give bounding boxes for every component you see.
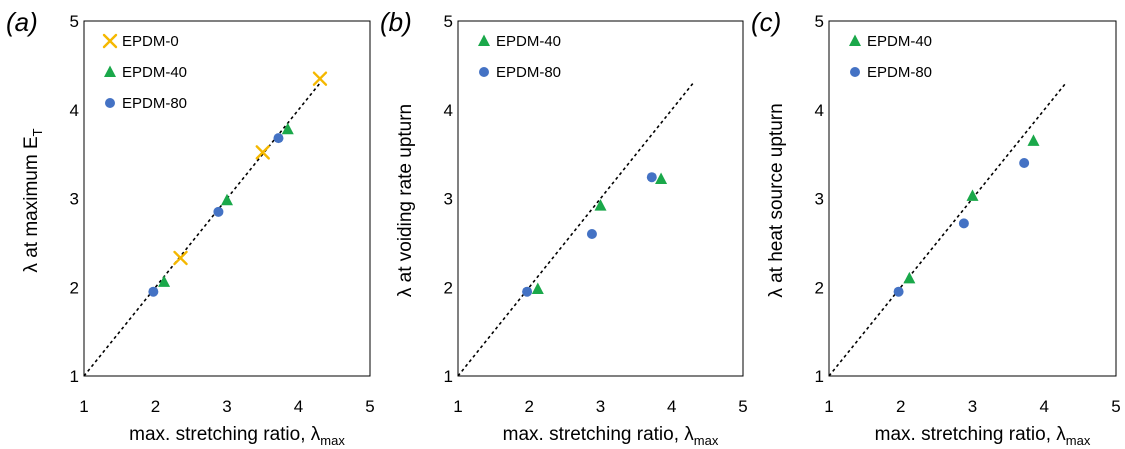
panel-label: (a) <box>6 7 38 37</box>
data-point-epdm-0 <box>255 145 270 160</box>
y-tick-label: 2 <box>70 278 79 297</box>
legend-label: EPDM-80 <box>496 64 561 81</box>
x-tick-label: 4 <box>1040 397 1049 416</box>
y-tick-label: 5 <box>815 12 824 31</box>
y-tick-label: 3 <box>815 190 824 209</box>
data-point-epdm-80 <box>522 286 533 297</box>
legend-label: EPDM-40 <box>867 33 932 50</box>
legend-marker <box>105 98 115 108</box>
x-tick-label: 3 <box>222 397 231 416</box>
legend-label: EPDM-40 <box>122 64 187 81</box>
panel-label: (c) <box>751 7 781 37</box>
x-tick-label: 4 <box>667 397 676 416</box>
x-axis-title: max. stretching ratio, λmax <box>503 424 719 448</box>
x-tick-label: 2 <box>525 397 534 416</box>
data-point-epdm-40 <box>281 122 294 135</box>
x-tick-label: 2 <box>896 397 905 416</box>
data-point-epdm-80 <box>646 172 657 183</box>
data-point-epdm-80 <box>893 286 904 297</box>
data-point-epdm-0 <box>173 250 188 266</box>
x-tick-label: 3 <box>596 397 605 416</box>
y-tick-label: 4 <box>444 101 453 120</box>
reference-line <box>828 82 1067 377</box>
y-tick-label: 4 <box>815 101 824 120</box>
x-tick-label: 5 <box>1111 397 1120 416</box>
panel-3: (c) 1 2 3 4 5 1 2 3 4 5 max. stretching ratio, λmax… <box>751 7 1121 448</box>
data-point-epdm-80 <box>586 229 597 239</box>
data-point-epdm-80 <box>213 206 224 217</box>
x-tick-label: 1 <box>824 397 833 416</box>
data-point-epdm-0 <box>312 71 328 86</box>
data-point-epdm-40 <box>966 189 979 201</box>
x-tick-label: 5 <box>365 397 374 416</box>
legend-marker <box>479 67 489 77</box>
panel-label: (b) <box>380 7 412 37</box>
data-point-epdm-40 <box>221 193 233 206</box>
data-point-epdm-80 <box>1019 158 1030 168</box>
legend-label: EPDM-80 <box>122 95 187 112</box>
y-tick-label: 2 <box>444 278 453 297</box>
x-tick-label: 2 <box>151 397 160 416</box>
x-tick-label: 1 <box>79 397 88 416</box>
legend-marker <box>478 34 490 46</box>
x-tick-label: 1 <box>453 397 462 416</box>
plot-area <box>828 20 1117 377</box>
data-point-epdm-80 <box>273 133 284 144</box>
data-point-epdm-80 <box>148 286 159 297</box>
data-point-epdm-40 <box>158 275 171 287</box>
legend-label: EPDM-80 <box>867 64 932 81</box>
y-tick-label: 2 <box>815 278 824 297</box>
y-tick-label: 3 <box>444 190 453 209</box>
data-point-epdm-40 <box>531 282 544 295</box>
reference-line <box>83 82 321 377</box>
data-point-epdm-80 <box>958 218 969 229</box>
legend-marker <box>850 67 860 77</box>
plot-area <box>83 20 371 377</box>
data-point-epdm-40 <box>594 199 607 211</box>
panel-2: (b) 1 2 3 4 5 1 2 3 4 5 max. stretching ratio, λmax… <box>380 7 748 448</box>
legend-marker <box>102 33 118 49</box>
legend-marker <box>104 65 116 77</box>
y-axis-title: λ at maximum ET <box>21 128 45 272</box>
legend-marker <box>849 34 861 46</box>
data-point-epdm-40 <box>1027 134 1040 146</box>
y-tick-label: 1 <box>70 367 79 386</box>
reference-line <box>457 82 694 377</box>
legend-label: EPDM-0 <box>122 33 179 50</box>
y-tick-label: 5 <box>444 12 453 31</box>
y-tick-label: 1 <box>444 367 453 386</box>
y-tick-label: 1 <box>815 367 824 386</box>
x-tick-label: 4 <box>294 397 303 416</box>
plot-area <box>457 20 744 377</box>
x-axis-title: max. stretching ratio, λmax <box>129 424 345 448</box>
x-axis-title: max. stretching ratio, λmax <box>875 424 1091 448</box>
y-axis-title: λ at heat source upturn <box>766 103 787 297</box>
data-point-epdm-40 <box>903 271 916 284</box>
y-tick-label: 5 <box>70 12 79 31</box>
data-point-epdm-40 <box>655 172 668 184</box>
x-tick-label: 5 <box>738 397 747 416</box>
y-axis-title: λ at voiding rate upturn <box>395 104 416 297</box>
legend-label: EPDM-40 <box>496 33 561 50</box>
panel-1: (a) 1 2 3 4 5 1 2 3 4 5 max. stretching ratio, λmax… <box>6 7 375 448</box>
y-tick-label: 4 <box>70 101 79 120</box>
y-tick-label: 3 <box>70 190 79 209</box>
x-tick-label: 3 <box>968 397 977 416</box>
